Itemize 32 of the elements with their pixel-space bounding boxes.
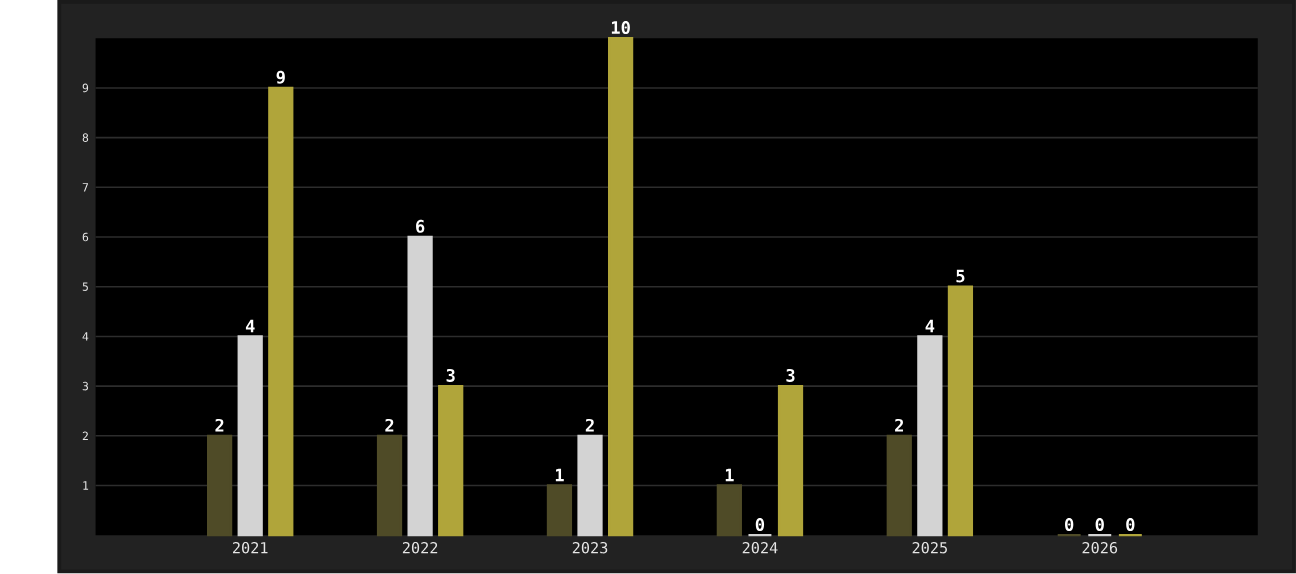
bar bbox=[607, 37, 634, 537]
data-label: 0 bbox=[1095, 518, 1104, 532]
data-label: 9 bbox=[276, 71, 285, 84]
data-label: 0 bbox=[1065, 518, 1074, 532]
data-label: 1 bbox=[555, 469, 564, 482]
data-label: 2 bbox=[385, 419, 394, 432]
data-label: 2 bbox=[585, 419, 594, 432]
bar bbox=[268, 87, 294, 537]
data-label: 10 bbox=[611, 21, 630, 35]
bar bbox=[886, 434, 912, 537]
bar bbox=[207, 434, 233, 537]
data-label: 3 bbox=[446, 369, 455, 383]
bar bbox=[716, 484, 742, 537]
bar bbox=[577, 434, 603, 537]
data-label: 6 bbox=[416, 220, 425, 234]
data-label: 2 bbox=[215, 419, 224, 432]
bar bbox=[237, 335, 263, 537]
bar bbox=[407, 236, 433, 537]
bar bbox=[947, 285, 974, 537]
data-label: 0 bbox=[1126, 518, 1135, 532]
data-label: 4 bbox=[925, 320, 935, 333]
data-label: 5 bbox=[956, 270, 965, 283]
bar bbox=[777, 385, 804, 537]
data-label: 1 bbox=[725, 469, 734, 482]
bar bbox=[376, 434, 403, 537]
data-label: 0 bbox=[755, 518, 765, 532]
data-label: 2 bbox=[895, 419, 904, 432]
data-label: 3 bbox=[786, 369, 795, 383]
data-label: 4 bbox=[245, 320, 255, 333]
bar bbox=[546, 484, 573, 537]
bar bbox=[438, 385, 464, 537]
bar bbox=[917, 335, 943, 537]
